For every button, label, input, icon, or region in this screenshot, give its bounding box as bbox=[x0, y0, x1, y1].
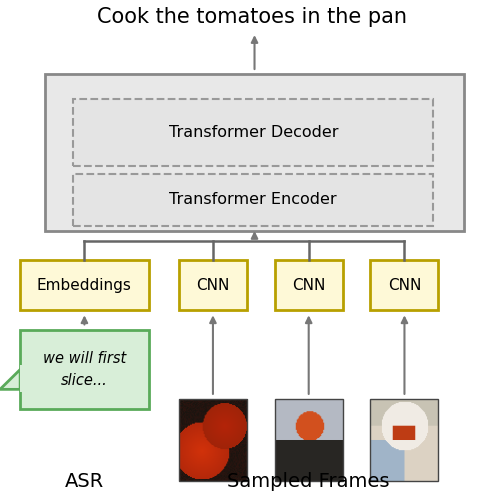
Bar bbox=[370, 260, 438, 310]
Bar bbox=[45, 74, 464, 231]
Bar bbox=[73, 99, 433, 166]
Text: CNN: CNN bbox=[196, 278, 230, 293]
Bar bbox=[20, 260, 149, 310]
Polygon shape bbox=[0, 370, 20, 389]
Text: Cook the tomatoes in the pan: Cook the tomatoes in the pan bbox=[97, 7, 407, 27]
Text: CNN: CNN bbox=[292, 278, 326, 293]
Bar bbox=[179, 399, 247, 481]
Text: Sampled Frames: Sampled Frames bbox=[227, 472, 390, 491]
Text: Transformer Encoder: Transformer Encoder bbox=[169, 192, 337, 207]
Bar bbox=[20, 365, 25, 392]
Text: Transformer Decoder: Transformer Decoder bbox=[168, 125, 338, 140]
Text: Embeddings: Embeddings bbox=[37, 278, 132, 293]
Bar bbox=[275, 399, 343, 481]
Text: we will first
slice...: we will first slice... bbox=[43, 351, 126, 388]
Bar bbox=[370, 399, 438, 481]
Text: ASR: ASR bbox=[65, 472, 104, 491]
Bar bbox=[73, 174, 433, 226]
Bar bbox=[275, 260, 343, 310]
Bar bbox=[20, 330, 149, 409]
Bar bbox=[179, 260, 247, 310]
Text: CNN: CNN bbox=[388, 278, 421, 293]
